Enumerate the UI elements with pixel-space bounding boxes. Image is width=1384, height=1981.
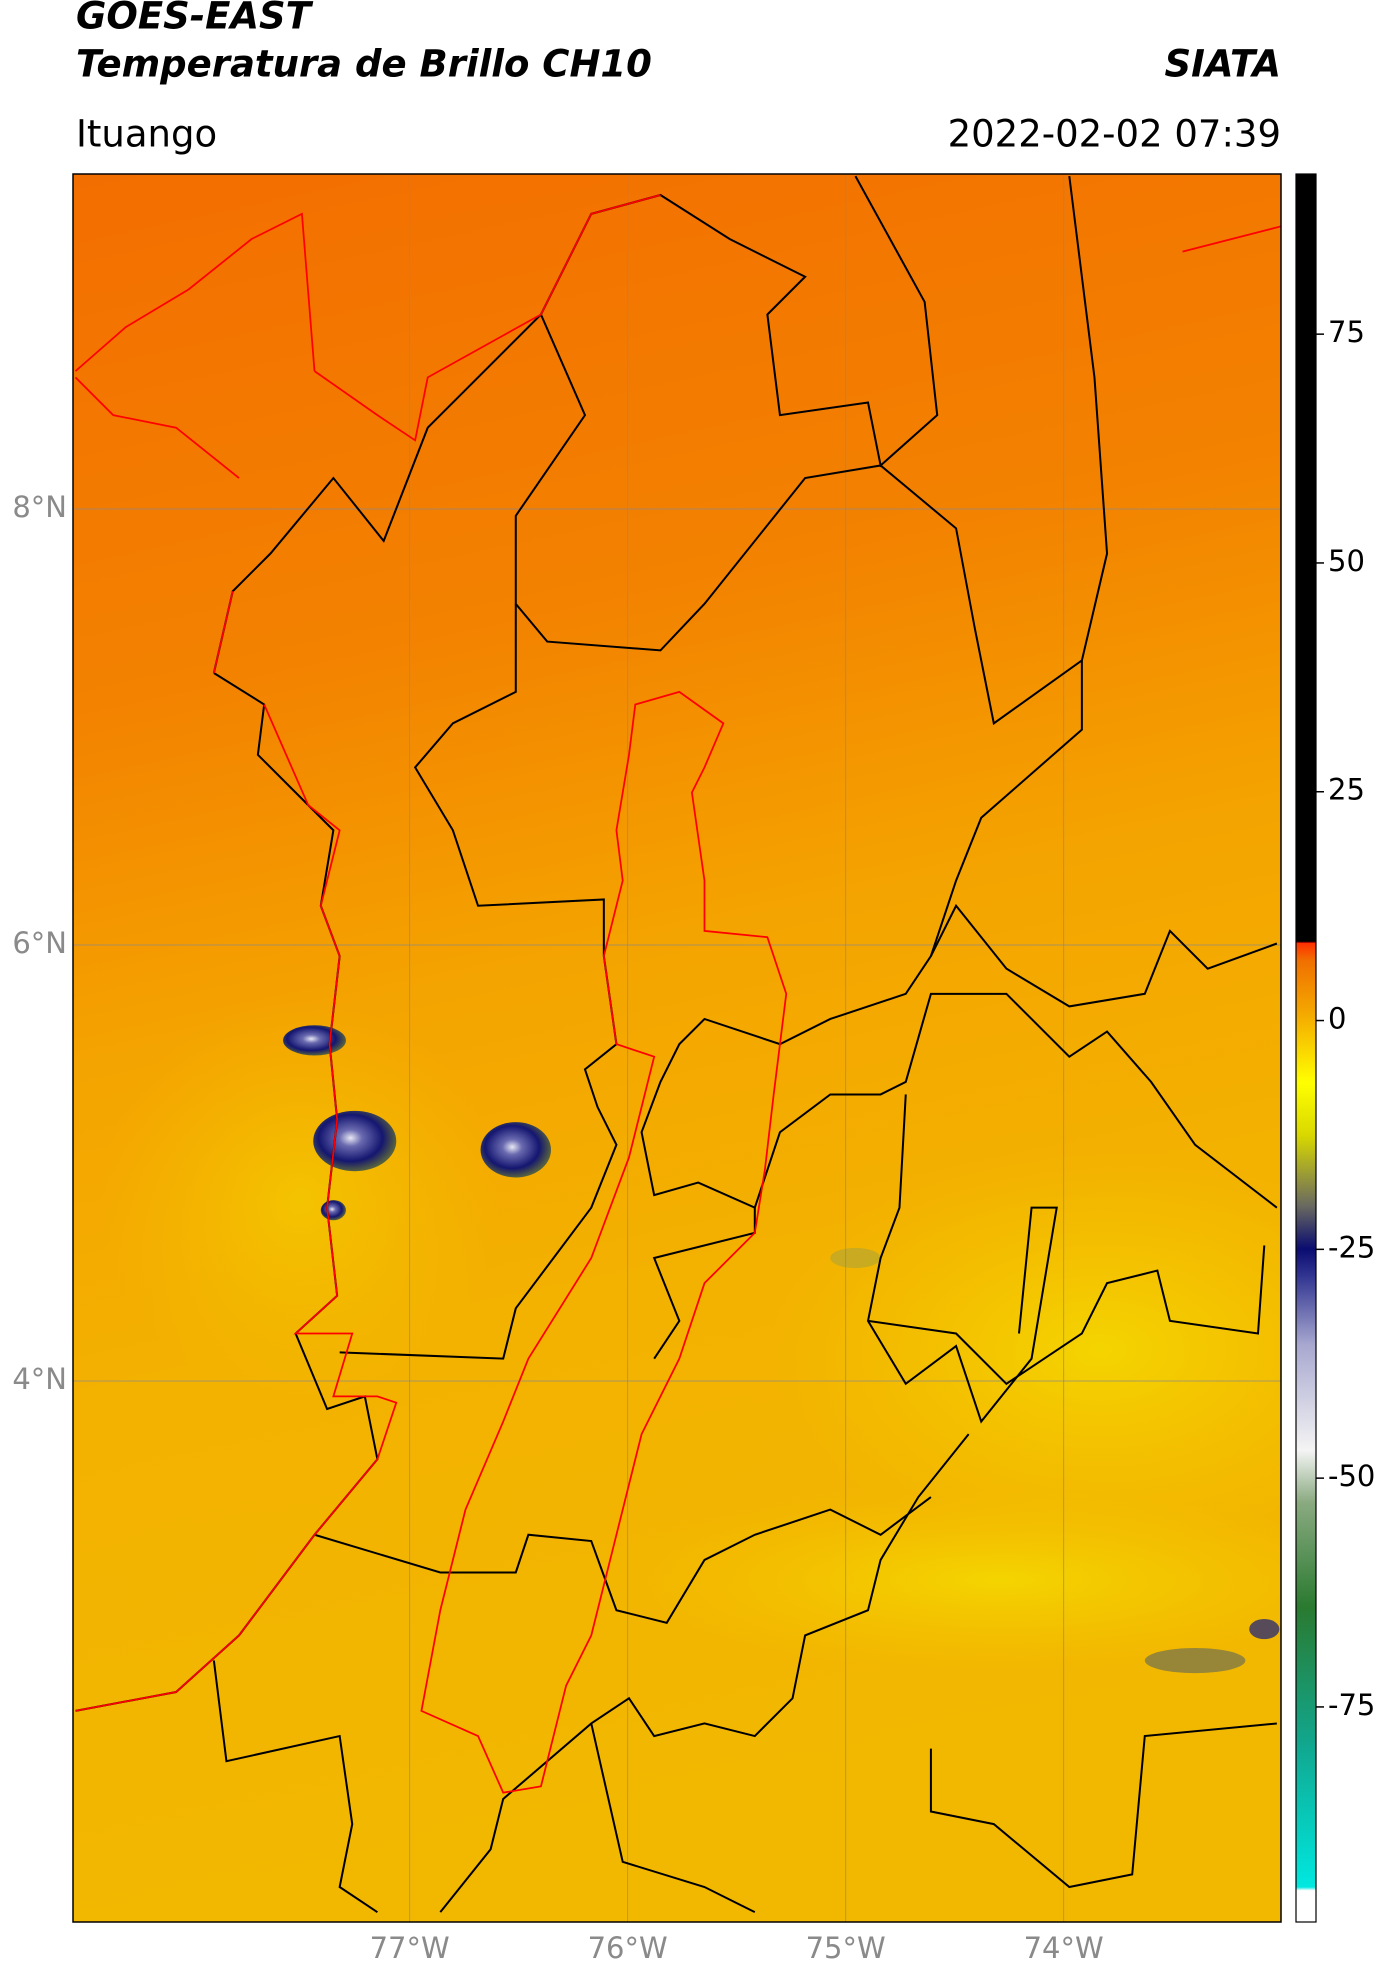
location: Ituango [76,113,217,156]
x-tick-label: 74°W [1024,1931,1104,1965]
colorbar-tick-label: 75 [1328,315,1365,349]
warm-area [100,1000,500,1400]
x-tick-label: 77°W [370,1931,450,1965]
map-frame [72,173,1282,1923]
subtitle: Temperatura de Brillo CH10 [76,43,652,86]
warm-area [620,1490,1281,1670]
colorbar-tick-label: -75 [1328,1688,1375,1722]
borders [74,175,1281,1914]
labels: 77°W 76°W 75°W 74°W 8°N 6°N 4°N 75 50 25 0 -25 -50 -7… [12,315,1375,1965]
warm-area [770,1150,1281,1550]
colorbar-tick-label: 25 [1328,773,1365,807]
title: GOES-EAST [76,0,314,38]
y-tick-label: 6°N [12,926,67,960]
y-tick-label: 8°N [12,490,67,524]
colorbar-tick-label: 0 [1328,1002,1346,1036]
timestamp: 2022-02-02 07:39 [948,113,1281,156]
x-tick-label: 75°W [806,1931,886,1965]
map-area [73,174,1281,1922]
grid [73,174,1281,1922]
y-tick-label: 4°N [12,1362,67,1396]
colorbar-tick-label: 50 [1328,544,1365,578]
colorbar-tick-label: -50 [1328,1459,1375,1493]
x-tick-label: 76°W [588,1931,668,1965]
source: SIATA [1164,43,1281,86]
colorbar-tick-label: -25 [1328,1230,1375,1264]
colorbar [1295,173,1317,1923]
